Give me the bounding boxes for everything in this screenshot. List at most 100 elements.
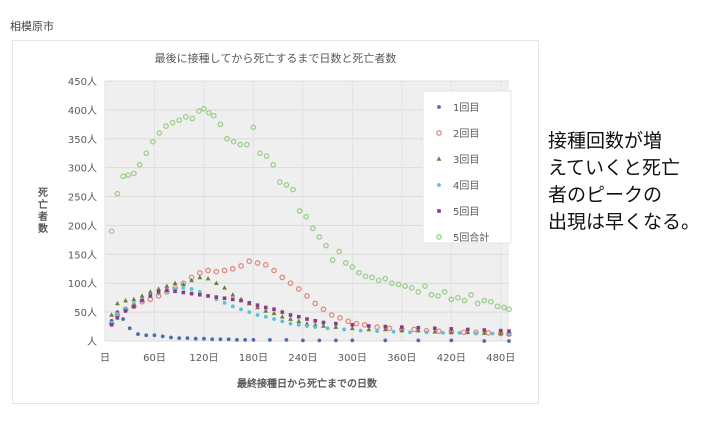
data-point-s1 [152, 333, 157, 338]
data-point-s2 [287, 280, 294, 287]
data-point-s6 [501, 304, 507, 311]
y-tick-label: 350人 [68, 134, 97, 146]
data-point-s3 [222, 285, 227, 290]
side-note: 接種回数が増 えていくと死亡 者のピークの 出現は早くなる。 [548, 128, 700, 236]
data-point-s2 [271, 267, 277, 274]
data-point-s5 [313, 318, 318, 323]
y-tick-label: 300人 [68, 163, 97, 175]
data-point-s5 [367, 324, 371, 328]
data-point-s5 [432, 326, 437, 331]
data-point-s2 [279, 274, 286, 281]
data-point-s1 [210, 337, 215, 342]
data-point-s2 [304, 293, 310, 299]
data-point-s6 [309, 225, 316, 232]
data-point-s3 [213, 280, 219, 286]
x-tick-label: 60日 [143, 353, 166, 364]
data-point-s4 [342, 327, 347, 332]
data-point-s5 [165, 288, 169, 292]
x-tick-label: 420日 [437, 353, 466, 364]
data-point-s3 [147, 289, 153, 294]
data-point-s5 [173, 289, 177, 294]
y-tick-label: 50人 [74, 307, 97, 319]
data-point-s4 [131, 301, 136, 306]
data-point-s5 [109, 323, 114, 327]
data-point-s4 [457, 331, 462, 335]
data-point-s6 [149, 138, 156, 145]
data-point-s4 [408, 330, 412, 335]
x-tick-label: 240日 [288, 353, 317, 364]
legend-marker [436, 234, 442, 240]
legend-label: 3回目 [453, 154, 479, 166]
data-point-s4 [239, 307, 243, 312]
data-point-s1 [202, 336, 206, 341]
data-point-s2 [337, 315, 343, 321]
data-point-s3 [263, 308, 269, 313]
data-point-s1 [449, 338, 454, 343]
data-point-s6 [428, 291, 435, 298]
data-point-s3 [205, 276, 211, 281]
data-point-s1 [144, 333, 149, 338]
data-point-s2 [485, 330, 492, 336]
data-point-s5 [206, 294, 210, 298]
data-point-s4 [424, 330, 429, 335]
data-point-s6 [375, 277, 382, 284]
data-point-s5 [214, 295, 219, 299]
data-point-s3 [164, 283, 170, 288]
x-tick-label: 120日 [189, 353, 218, 364]
data-point-s6 [108, 228, 115, 235]
data-point-s3 [399, 328, 405, 333]
y-axis-title-char: 数 [38, 222, 49, 235]
data-point-s1 [482, 339, 487, 343]
data-point-s1 [284, 337, 289, 342]
data-point-s6 [243, 141, 250, 148]
x-tick-label: 480日 [486, 353, 515, 364]
data-point-s3 [123, 297, 129, 303]
data-point-s6 [356, 269, 362, 276]
data-point-s6 [283, 182, 290, 188]
data-point-s5 [115, 316, 120, 320]
legend-marker [436, 130, 442, 136]
data-point-s6 [143, 150, 150, 157]
data-point-s2 [246, 258, 253, 265]
data-point-s3 [382, 326, 388, 332]
data-point-s6 [494, 303, 501, 310]
data-point-s2 [411, 326, 418, 333]
data-point-s6 [189, 115, 196, 122]
data-point-s6 [342, 260, 349, 266]
data-point-s1 [218, 337, 223, 342]
data-point-s4 [280, 319, 285, 324]
data-point-s6 [468, 291, 474, 298]
data-point-s6 [296, 208, 303, 214]
data-point-s6 [163, 123, 169, 129]
y-tick-label: 450人 [68, 76, 97, 88]
data-point-s2 [345, 318, 352, 325]
data-point-s5 [123, 309, 128, 313]
data-point-s6 [237, 141, 244, 148]
data-point-s3 [304, 321, 310, 326]
data-point-s3 [415, 328, 421, 333]
data-point-s6 [250, 124, 257, 131]
data-point-s4 [288, 321, 293, 326]
data-point-s5 [449, 327, 454, 331]
data-point-s6 [336, 248, 343, 255]
y-axis-title-char: 死 [38, 187, 48, 199]
data-point-s1 [177, 336, 182, 341]
data-point-s4 [272, 317, 276, 321]
y-axis-title-char: 者 [37, 210, 48, 223]
data-point-s2 [312, 300, 319, 307]
data-point-s1 [185, 336, 190, 341]
data-point-s6 [481, 297, 488, 304]
data-point-s5 [181, 290, 186, 295]
data-point-s4 [115, 313, 120, 317]
data-point-s3 [288, 316, 293, 321]
legend-label: 5回目 [453, 206, 479, 218]
data-point-s4 [358, 328, 363, 333]
data-point-s2 [238, 263, 244, 269]
data-point-s6 [120, 173, 126, 180]
data-point-s5 [334, 321, 338, 326]
data-point-s2 [436, 328, 442, 335]
data-point-s2 [353, 320, 360, 327]
data-point-s2 [213, 268, 220, 275]
data-point-s3 [448, 329, 454, 335]
data-point-s6 [217, 121, 224, 128]
